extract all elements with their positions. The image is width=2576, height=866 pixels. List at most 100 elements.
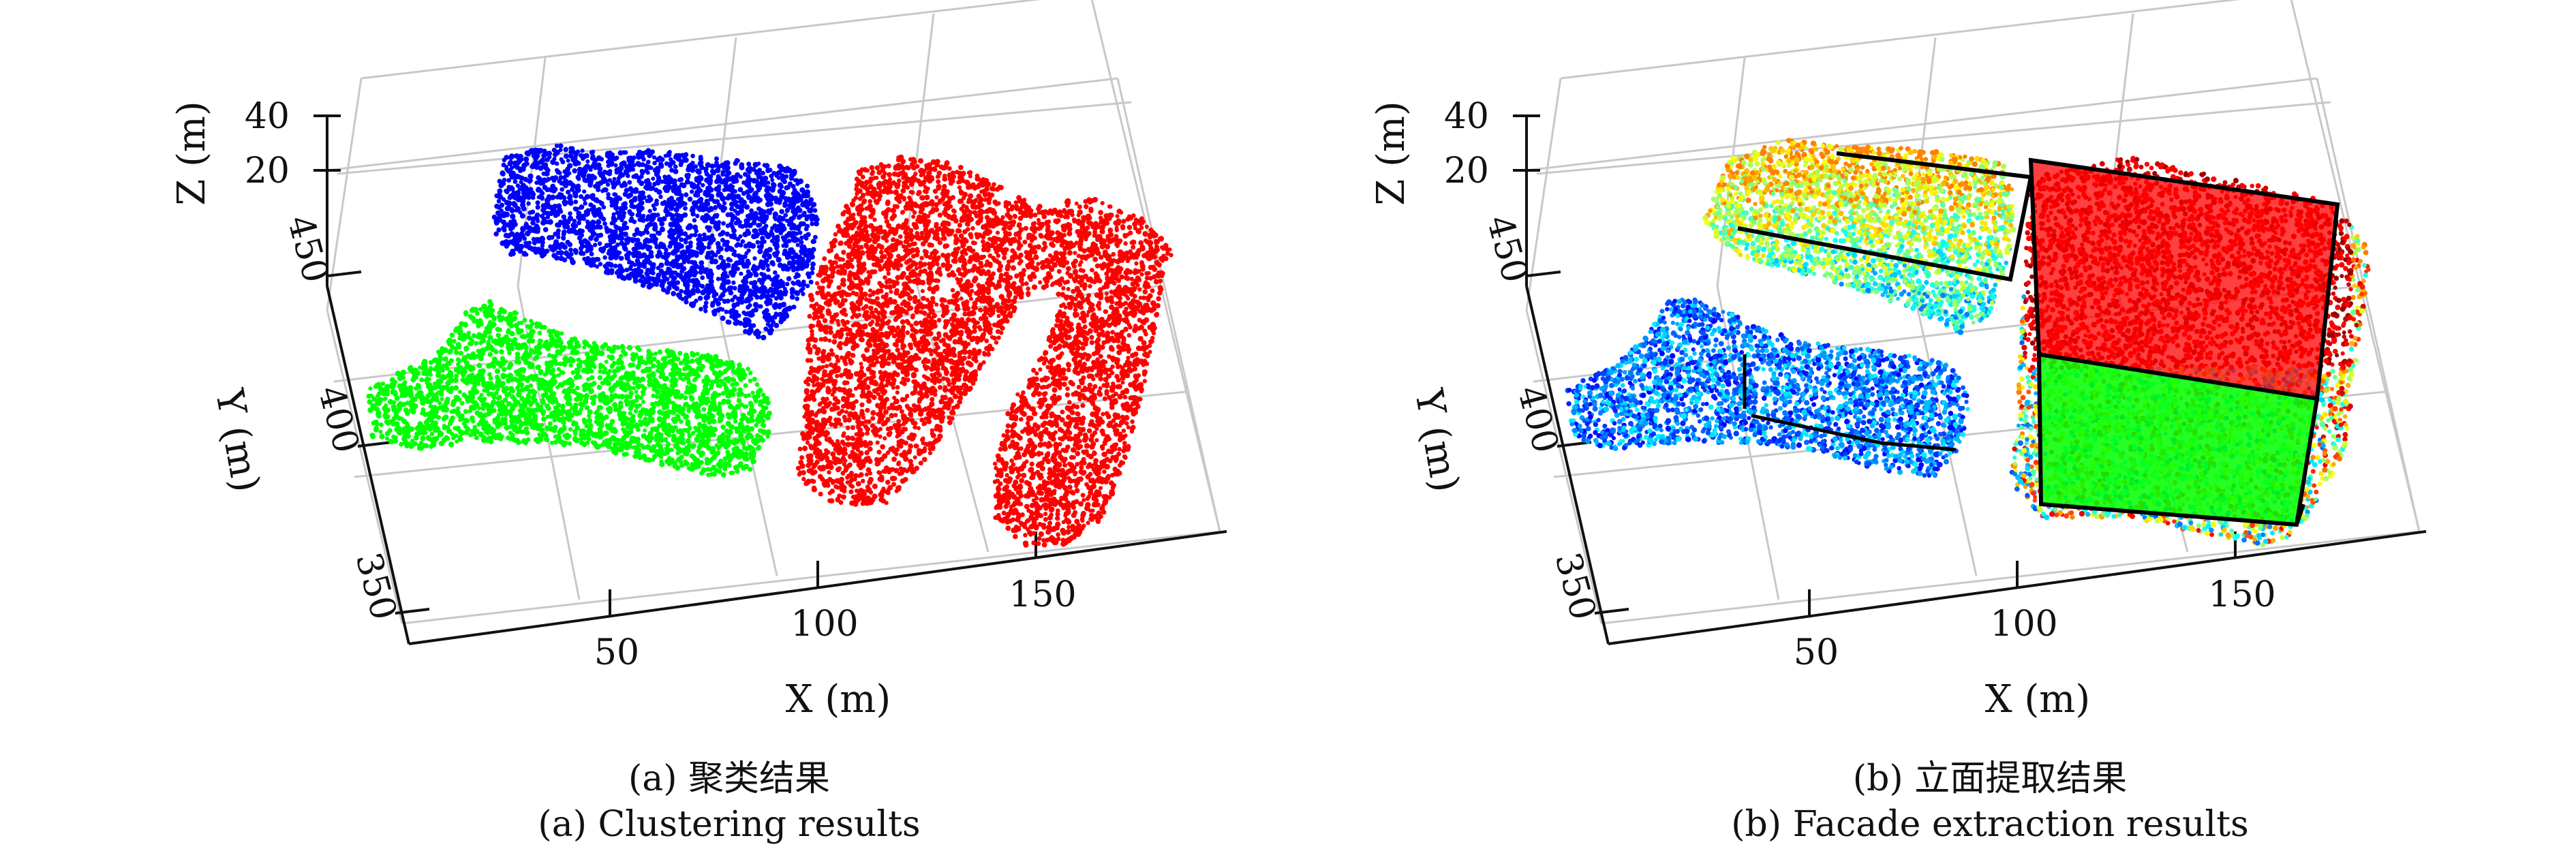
- point: [664, 188, 670, 194]
- y-tick-label: 400: [310, 382, 367, 457]
- point: [607, 354, 611, 359]
- point: [709, 219, 716, 225]
- point: [554, 168, 559, 173]
- point: [658, 449, 663, 454]
- point: [540, 377, 545, 383]
- point: [561, 214, 567, 220]
- point: [670, 270, 675, 275]
- point: [397, 416, 402, 421]
- point: [726, 257, 731, 262]
- point: [581, 216, 587, 221]
- point: [649, 233, 654, 238]
- point: [602, 439, 607, 444]
- point: [639, 181, 645, 186]
- z-tick-label: 40: [245, 96, 290, 137]
- point: [588, 167, 593, 172]
- point: [684, 282, 690, 288]
- point: [711, 362, 717, 369]
- point: [676, 234, 681, 239]
- point: [632, 219, 637, 224]
- point: [724, 428, 730, 434]
- point: [809, 206, 814, 212]
- point: [681, 256, 688, 262]
- point: [609, 393, 614, 398]
- point: [506, 178, 512, 183]
- point: [667, 229, 672, 234]
- point: [784, 185, 789, 191]
- point: [593, 356, 598, 361]
- point: [779, 313, 785, 319]
- point: [585, 219, 590, 224]
- point: [563, 356, 568, 361]
- point: [652, 281, 658, 287]
- point: [634, 258, 641, 264]
- point: [657, 217, 663, 223]
- point: [540, 392, 547, 399]
- point: [696, 241, 702, 247]
- point: [523, 156, 530, 163]
- point: [729, 470, 733, 476]
- point: [635, 237, 641, 243]
- point: [547, 406, 551, 411]
- point: [668, 240, 675, 246]
- point: [761, 226, 767, 232]
- point: [685, 174, 691, 180]
- point: [750, 459, 756, 465]
- point: [660, 287, 666, 292]
- point: [675, 264, 681, 270]
- point: [592, 243, 598, 247]
- point: [583, 396, 589, 401]
- point: [697, 296, 703, 301]
- point: [729, 314, 734, 319]
- point: [627, 158, 632, 164]
- point: [536, 247, 542, 252]
- point: [545, 248, 550, 253]
- point: [601, 204, 607, 210]
- point: [782, 166, 787, 172]
- point: [718, 254, 724, 260]
- point: [795, 291, 801, 296]
- point: [508, 386, 515, 392]
- point: [559, 187, 565, 192]
- point: [545, 168, 551, 173]
- point: [682, 231, 688, 236]
- point: [543, 339, 550, 345]
- point: [514, 173, 520, 180]
- point: [564, 200, 569, 205]
- point: [616, 215, 622, 220]
- point: [450, 416, 455, 421]
- point: [626, 275, 632, 281]
- point: [736, 313, 741, 318]
- point: [374, 406, 380, 412]
- point: [613, 192, 618, 197]
- point: [389, 439, 395, 444]
- point: [453, 328, 458, 333]
- point: [739, 377, 743, 382]
- point: [459, 401, 465, 406]
- point: [810, 213, 816, 219]
- point: [493, 435, 498, 441]
- point: [530, 164, 534, 169]
- point: [802, 211, 807, 215]
- point: [474, 389, 480, 395]
- point: [535, 406, 540, 412]
- point: [446, 372, 452, 378]
- point: [710, 288, 716, 294]
- point: [673, 206, 679, 213]
- point: [652, 213, 657, 217]
- point: [793, 226, 798, 231]
- point: [540, 208, 545, 213]
- point: [679, 237, 684, 243]
- point: [746, 219, 750, 223]
- point: [679, 202, 685, 207]
- point: [557, 435, 562, 439]
- point: [771, 314, 777, 320]
- point: [684, 299, 689, 305]
- point: [684, 179, 690, 185]
- point: [621, 206, 626, 211]
- point: [673, 249, 678, 255]
- point: [574, 375, 579, 380]
- point: [746, 273, 751, 279]
- point: [656, 177, 662, 182]
- point: [487, 392, 492, 397]
